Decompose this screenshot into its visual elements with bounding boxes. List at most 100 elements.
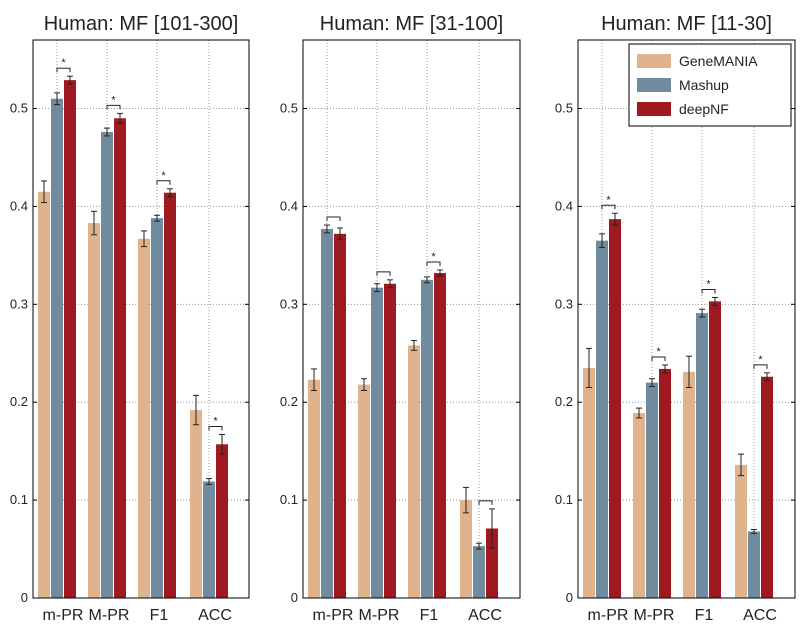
significance-star: * (706, 278, 711, 290)
chart-panel-3: 0 0.1 0.2 0.3 0.4 0.5 * * * * m-PR M-PR F1 ACC Human: … (555, 13, 796, 624)
bar-genemania-acc (460, 500, 472, 598)
bar-mashup-f1 (421, 279, 433, 598)
bar-deepnf-m-pr (609, 219, 621, 598)
significance-bracket (208, 426, 223, 431)
y-tick-label: 0.4 (280, 198, 298, 213)
significance-bracket (701, 288, 716, 294)
bar-deepnf-acc (761, 376, 773, 598)
x-tick-label: ACC (198, 607, 232, 624)
y-tick-label: 0.3 (555, 296, 573, 311)
bar-deepnf-m-pr (334, 233, 346, 598)
plot-frame (577, 39, 796, 599)
x-tick-label: m-PR (313, 607, 354, 624)
x-tick-label: m-PR (43, 607, 84, 624)
y-tick-label: 0.4 (555, 198, 573, 213)
y-tick-label: 0.1 (280, 492, 298, 507)
bar-deepnf-m-pr (659, 368, 671, 598)
significance-star: * (758, 354, 763, 366)
y-tick-label: 0.5 (10, 101, 28, 116)
bar-mashup-acc (203, 481, 215, 598)
significance-bracket (753, 364, 768, 369)
bar-mashup-m-pr (101, 132, 113, 598)
legend-label: deepNF (679, 101, 729, 117)
significance-bracket (326, 216, 341, 222)
bar-deepnf-acc (486, 528, 498, 598)
legend-label: GeneMANIA (679, 53, 758, 69)
bar-genemania-m-pr (38, 191, 50, 598)
significance-star: * (61, 57, 66, 69)
y-tick-label: 0.3 (10, 296, 28, 311)
bar-mashup-m-pr (646, 382, 658, 598)
bar-deepnf-acc (216, 444, 228, 598)
significance-bracket (156, 180, 171, 185)
bar-genemania-m-pr (583, 367, 595, 598)
significance-star: * (656, 346, 661, 358)
bar-mashup-m-pr (596, 240, 608, 598)
y-tick-label: 0 (21, 590, 28, 605)
legend-label: Mashup (679, 77, 729, 93)
x-tick-label: m-PR (588, 607, 629, 624)
significance-bracket (601, 204, 616, 210)
legend-swatch-genemania (637, 54, 671, 68)
chart-panel-2: 0 0.1 0.2 0.3 0.4 0.5 * m-PR M-PR F1 ACC Human: MF … (280, 13, 521, 624)
y-tick-label: 0.2 (555, 394, 573, 409)
x-tick-label: M-PR (634, 607, 675, 624)
bar-deepnf-m-pr (114, 118, 126, 598)
bar-genemania-f1 (683, 371, 695, 598)
y-tick-label: 0.5 (280, 101, 298, 116)
significance-bracket (106, 104, 121, 110)
x-tick-label: ACC (743, 607, 777, 624)
chart-panel-1: 0 0.1 0.2 0.3 0.4 0.5 * * * * m-PR M-PR F1 ACC Human: … (10, 13, 250, 624)
bar-deepnf-f1 (164, 192, 176, 598)
y-tick-label: 0.4 (10, 198, 28, 213)
significance-star: * (431, 251, 436, 263)
significance-bracket (426, 261, 441, 267)
significance-star: * (606, 194, 611, 206)
bar-genemania-m-pr (308, 379, 320, 598)
y-tick-label: 0 (566, 590, 573, 605)
bar-mashup-m-pr (371, 287, 383, 598)
y-tick-label: 0.2 (280, 394, 298, 409)
x-tick-label: M-PR (89, 607, 130, 624)
significance-bracket (651, 356, 666, 362)
y-tick-label: 0.3 (280, 296, 298, 311)
significance-star: * (213, 416, 218, 428)
legend-swatch-deepnf (637, 102, 671, 116)
bar-genemania-m-pr (88, 223, 100, 598)
bar-deepnf-m-pr (384, 283, 396, 598)
legend: GeneMANIA Mashup deepNF (628, 43, 792, 127)
y-tick-label: 0 (291, 590, 298, 605)
plot-frame (32, 39, 250, 599)
bar-genemania-f1 (408, 345, 420, 598)
bar-genemania-m-pr (633, 412, 645, 598)
chart-title: Human: MF [11-30] (601, 13, 772, 35)
bar-deepnf-f1 (434, 272, 446, 598)
legend-swatch-mashup (637, 78, 671, 92)
bar-mashup-acc (748, 531, 760, 598)
bar-deepnf-m-pr (64, 80, 76, 598)
significance-bracket (56, 67, 71, 73)
y-tick-label: 0.2 (10, 394, 28, 409)
bar-genemania-f1 (138, 238, 150, 598)
bar-mashup-m-pr (51, 98, 63, 598)
y-tick-label: 0.1 (10, 492, 28, 507)
y-tick-label: 0.5 (555, 101, 573, 116)
bar-mashup-f1 (696, 313, 708, 598)
bar-deepnf-f1 (709, 301, 721, 598)
x-tick-label: M-PR (359, 607, 400, 624)
bar-genemania-acc (190, 410, 202, 598)
plot-frame (302, 39, 521, 599)
significance-bracket (478, 500, 493, 505)
chart-title: Human: MF [31-100] (320, 13, 503, 35)
bar-genemania-m-pr (358, 384, 370, 598)
significance-bracket (376, 271, 391, 276)
bar-mashup-acc (473, 546, 485, 598)
chart-title: Human: MF [101-300] (44, 13, 239, 35)
bar-genemania-acc (735, 464, 747, 598)
y-tick-label: 0.1 (555, 492, 573, 507)
x-tick-label: F1 (420, 607, 439, 624)
bar-mashup-m-pr (321, 228, 333, 599)
bar-mashup-f1 (151, 218, 163, 598)
significance-star: * (111, 94, 116, 106)
